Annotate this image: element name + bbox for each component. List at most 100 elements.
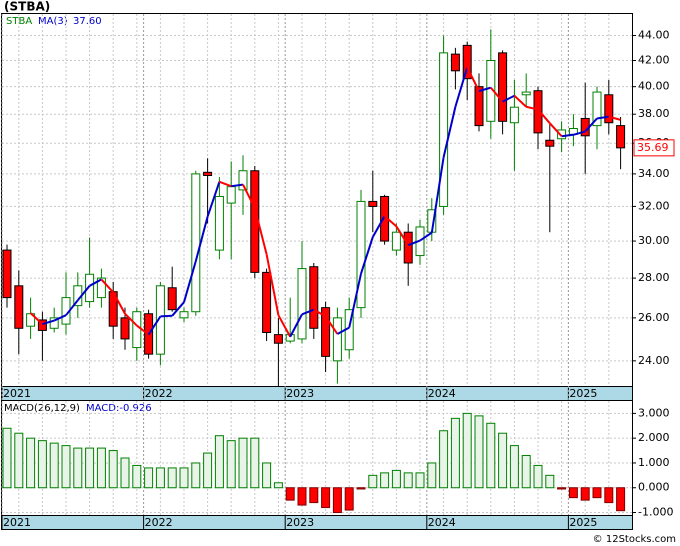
macd-bar [356,487,366,490]
macd-name: MACD(26,12,9) [4,403,80,414]
ma-line [371,215,386,238]
ma-line [360,236,374,275]
ma-line [289,313,303,338]
x-tick-label: 2024 [428,387,456,400]
macd-bar [73,447,83,489]
candle-body [462,44,472,80]
candle-body [132,311,142,349]
candle-body [96,277,106,299]
macd-bar [14,432,24,489]
ma-line [513,95,527,108]
candle-body [592,91,602,127]
x-tick-label: 2021 [3,387,31,400]
macd-bar [521,455,531,489]
legend-symbol: STBA [6,16,32,27]
ma-line [147,315,162,336]
macd-bar [179,467,189,489]
macd-bar [120,457,130,489]
macd-bar [285,487,295,501]
ma-line [525,105,539,111]
x-tick-label: 2024 [428,516,456,529]
candle-body [616,125,626,149]
macd-bar [450,417,460,489]
ma-line [242,184,256,209]
macd-bar [498,432,508,489]
macd-bar [462,412,472,489]
ma-line [561,133,574,138]
macd-bar [132,464,142,489]
candle-body [2,249,12,299]
y-tick-label: 38.00 [638,107,670,120]
macd-bar [203,452,213,489]
ma-line [313,308,327,318]
candle-body [238,170,248,191]
candle-body [37,319,47,331]
y-tick-label: 42.00 [638,53,670,66]
candle-body [509,106,519,124]
candle-body [545,139,555,147]
macd-bar [191,462,201,489]
candle-body [533,90,543,134]
ma-line [194,216,209,262]
macd-bar [592,487,602,499]
ma-line [231,183,244,188]
ma-line [466,66,480,92]
x-tick-label: 2023 [286,387,314,400]
ma-line [171,301,185,317]
candle-body [604,94,614,124]
macd-bar [604,487,614,504]
ma-line [537,108,551,124]
macd-value: MACD:-0.926 [86,403,152,414]
macd-bar [26,437,36,489]
y-tick-label: 0.000 [638,481,670,494]
ma-line [100,278,114,293]
candle-body [521,91,531,96]
y-tick-label: 32.00 [638,199,670,212]
ma-line [383,215,398,228]
ma-line [454,67,469,108]
candle-body [309,266,319,329]
macd-bar [403,472,413,489]
macd-bar [545,474,555,489]
candle-body [203,171,213,176]
macd-bar [474,415,484,489]
y-tick-label: 30.00 [638,234,670,247]
candle-body [391,231,401,251]
candle-body [474,86,484,127]
candle-body [179,311,189,319]
ma-line [348,273,362,328]
macd-bar [568,487,578,499]
ma-line [277,314,292,338]
candle-body [273,334,283,344]
ma-line [136,324,150,336]
y-tick-label: 1.000 [638,456,670,469]
ma-line [608,115,621,121]
macd-bar [167,467,177,489]
macd-bar [226,440,236,489]
candle-body [498,52,508,122]
macd-bar [108,450,118,489]
macd-bar [214,435,224,489]
macd-bar [368,474,378,489]
macd-bar [2,427,12,489]
macd-bar [49,442,59,489]
legend-ma-value: 37.60 [73,16,102,27]
ma-line [53,314,67,322]
x-axis-band [1,386,633,401]
candle-body [356,200,366,309]
candle-body [85,273,95,303]
y-tick-label: 2.000 [638,431,670,444]
y-tick-label: 40.00 [638,80,670,93]
ma-line [124,313,138,327]
macd-bar [380,472,390,489]
candle-body [120,317,130,340]
macd-bar [273,482,283,489]
ma-line [89,278,102,287]
x-tick-label: 2025 [569,387,597,400]
x-tick-label: 2023 [286,516,314,529]
macd-bar [96,447,106,489]
macd-bar [509,445,519,489]
macd-bar [332,487,342,514]
macd-bar [144,467,154,489]
